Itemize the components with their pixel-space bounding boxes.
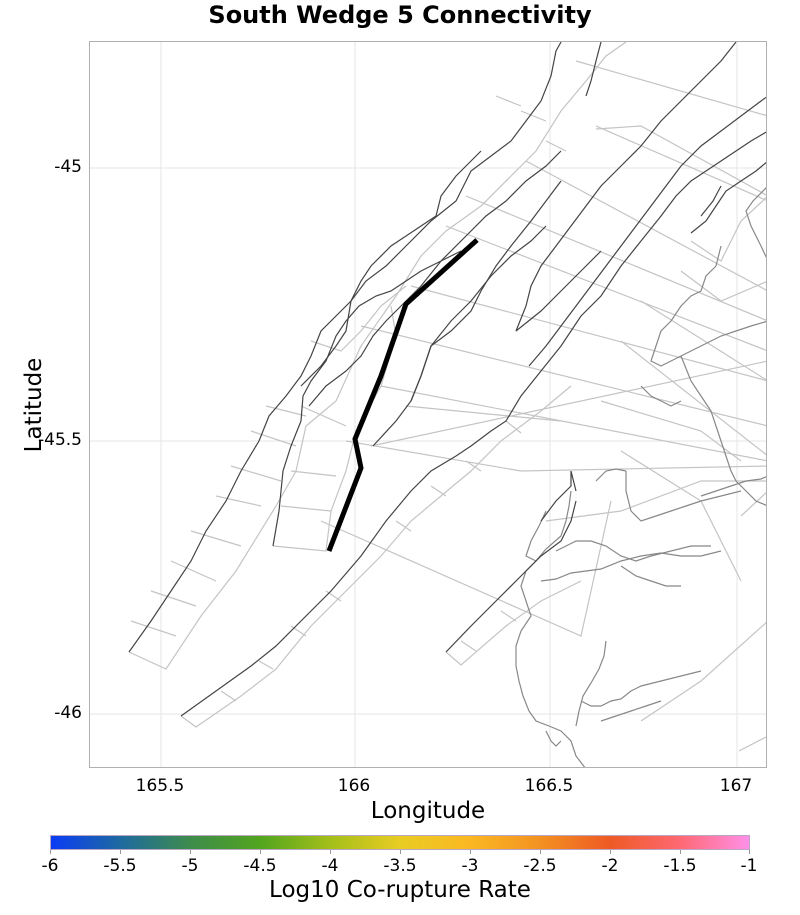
y-tick-label: -45 <box>54 157 82 177</box>
map-plot-area <box>89 41 767 768</box>
colorbar-label: Log10 Co-rupture Rate <box>269 877 531 903</box>
colorbar-tick-label: -3 <box>461 856 479 876</box>
coastline <box>515 187 766 767</box>
colorbar-tick-label: -4.5 <box>243 856 277 876</box>
colorbar <box>50 835 750 850</box>
chart-title: South Wedge 5 Connectivity <box>208 1 592 29</box>
y-tick-label: -46 <box>54 703 82 723</box>
fault-traces <box>128 42 766 717</box>
y-tick-label: -45.5 <box>38 430 82 450</box>
colorbar-tick-label: -1 <box>740 856 758 876</box>
gridlines <box>90 42 766 767</box>
colorbar-tick-label: -5 <box>181 856 199 876</box>
colorbar-tick-label: -5.5 <box>103 856 137 876</box>
colorbar-tick-label: -1.5 <box>663 856 697 876</box>
x-tick-label: 166.5 <box>524 776 574 796</box>
x-tick-label: 165.5 <box>135 776 185 796</box>
x-tick-label: 167 <box>719 776 753 796</box>
colorbar-tick-label: -6 <box>41 856 59 876</box>
colorbar-tick-label: -4 <box>321 856 339 876</box>
south-wedge-5-trace <box>326 238 479 552</box>
colorbar-tick-label: -3.5 <box>383 856 417 876</box>
colorbar-tick-label: -2.5 <box>523 856 557 876</box>
fault-section-outlines <box>128 42 766 752</box>
x-tick-label: 166 <box>337 776 371 796</box>
x-axis-label: Longitude <box>370 798 486 824</box>
fault-map <box>90 42 766 767</box>
colorbar-tick-label: -2 <box>601 856 619 876</box>
y-axis-label: Latitude <box>21 357 47 453</box>
